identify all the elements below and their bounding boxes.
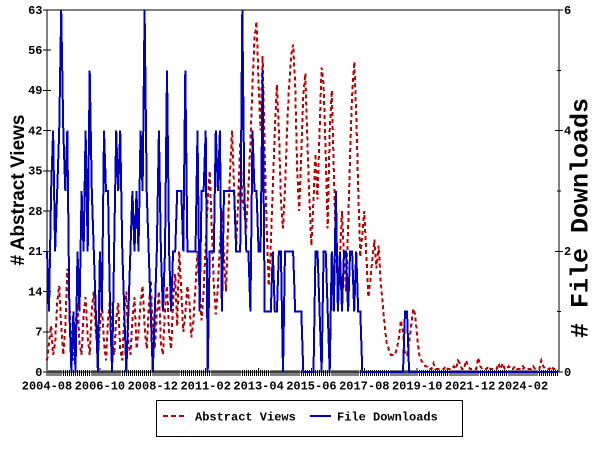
svg-text:2024-02: 2024-02 [498, 380, 548, 394]
svg-text:7: 7 [35, 326, 42, 340]
svg-text:63: 63 [28, 4, 42, 18]
svg-text:4: 4 [564, 125, 571, 139]
svg-text:2011-02: 2011-02 [180, 380, 230, 394]
svg-text:2013-04: 2013-04 [233, 380, 283, 394]
svg-text:0: 0 [35, 366, 42, 380]
svg-text:File Downloads: File Downloads [337, 411, 438, 425]
svg-text:2: 2 [564, 245, 571, 259]
svg-text:# Abstract Views: # Abstract Views [8, 114, 29, 265]
svg-text:0: 0 [564, 366, 571, 380]
svg-text:2015-06: 2015-06 [286, 380, 336, 394]
svg-text:2006-10: 2006-10 [75, 380, 125, 394]
svg-text:35: 35 [28, 165, 42, 179]
svg-text:21: 21 [28, 245, 42, 259]
svg-text:2017-08: 2017-08 [339, 380, 389, 394]
svg-text:56: 56 [28, 44, 42, 58]
svg-text:49: 49 [28, 84, 42, 98]
svg-text:2019-10: 2019-10 [392, 380, 442, 394]
svg-text:2008-12: 2008-12 [128, 380, 178, 394]
svg-text:Abstract Views: Abstract Views [195, 411, 296, 425]
svg-text:# File Downloads: # File Downloads [567, 98, 596, 338]
svg-text:28: 28 [28, 205, 42, 219]
svg-text:2004-08: 2004-08 [22, 380, 72, 394]
svg-text:6: 6 [564, 4, 571, 18]
svg-text:42: 42 [28, 125, 42, 139]
svg-text:14: 14 [28, 285, 42, 299]
svg-text:2021-12: 2021-12 [445, 380, 495, 394]
